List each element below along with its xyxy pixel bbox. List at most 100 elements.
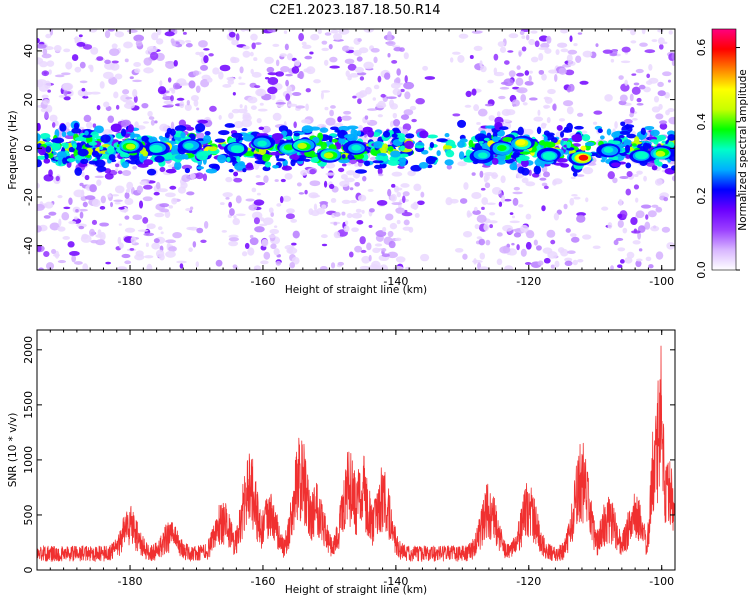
spectrogram-speckle <box>644 221 651 230</box>
spectrogram-speckle <box>123 41 133 49</box>
colorbar-gradient <box>712 29 736 270</box>
spectrogram-speckle <box>233 121 244 129</box>
spectrogram-speckle <box>513 232 522 238</box>
spectrogram-speckle <box>484 103 493 107</box>
spectrogram-speckle <box>663 197 669 202</box>
spectrogram-speckle <box>635 258 643 262</box>
spectrogram-speckle <box>92 198 101 207</box>
spectrogram-speckle <box>200 79 210 88</box>
spectrogram-speckle <box>356 56 363 62</box>
spectrogram-speckle <box>130 236 137 244</box>
spectrogram-speckle <box>108 48 120 57</box>
spectrogram-speckle <box>645 256 652 262</box>
spectrogram-speckle <box>668 30 673 35</box>
spectrogram-band-cell <box>241 128 248 132</box>
spectrogram-speckle <box>633 173 639 177</box>
spectrogram-speckle <box>260 217 265 222</box>
spectrogram-speckle <box>228 237 240 242</box>
spectrogram-speckle <box>546 117 551 124</box>
spectrogram-speckle <box>637 231 642 240</box>
spectrogram-speckle <box>228 201 232 208</box>
spectrogram-speckle <box>337 116 343 123</box>
spectrogram-band-cell <box>492 136 499 142</box>
spectrogram-speckle <box>42 48 48 55</box>
spectrogram-speckle <box>671 175 675 182</box>
spectrogram-speckle <box>95 239 106 246</box>
spectrogram-speckle <box>363 29 374 33</box>
spectrogram-speckle <box>612 177 618 184</box>
spectrogram-speckle <box>286 85 293 93</box>
spectrogram-speckle <box>129 248 135 251</box>
spectrogram-speckle <box>164 31 175 37</box>
spectrogram-speckle <box>198 40 208 48</box>
spectrogram-speckle <box>541 205 546 212</box>
spectrogram-speckle <box>256 118 262 124</box>
spectrogram-speckle <box>511 215 515 219</box>
spectrogram-band-cell <box>99 145 104 151</box>
snr-y-tick-label: 1000 <box>22 446 35 474</box>
spectrogram-speckle <box>324 32 332 36</box>
spectrogram-speckle <box>630 106 635 114</box>
spectrogram-speckle <box>180 181 188 189</box>
spectrogram-band-cell <box>108 154 116 161</box>
spectrogram-speckle <box>497 41 505 48</box>
spectrogram-band-cell <box>262 153 271 162</box>
spectrogram-speckle <box>78 34 83 38</box>
spectrogram-speckle <box>621 46 631 53</box>
spectrogram-speckle <box>235 33 240 41</box>
spectrogram-speckle <box>179 101 185 109</box>
spectrogram-band-cell <box>231 132 243 138</box>
spectrogram-speckle <box>412 201 419 211</box>
spectrogram-speckle <box>146 45 158 53</box>
spectrogram-band-cell <box>61 131 67 138</box>
spectrogram-speckle <box>132 79 142 83</box>
spectrogram-x-tick-label: -160 <box>250 275 275 288</box>
spectrogram-speckle <box>661 226 671 233</box>
spectrogram-band-cell <box>236 156 241 163</box>
spectrogram-band-cell <box>341 154 346 159</box>
spectrogram-hotspot <box>515 139 526 146</box>
spectrogram-speckle <box>567 49 578 55</box>
spectrogram-speckle <box>104 59 111 64</box>
spectrogram-speckle <box>330 198 337 203</box>
spectrogram-speckle <box>655 251 664 260</box>
spectrogram-speckle <box>228 234 239 239</box>
spectrogram-speckle <box>381 253 390 258</box>
spectrogram-speckle <box>387 230 394 238</box>
spectrogram-speckle <box>630 217 638 226</box>
spectrogram-speckle <box>171 89 176 94</box>
spectrogram-speckle <box>63 206 71 210</box>
spectrogram-band-cell <box>237 136 244 141</box>
spectrogram-speckle <box>595 43 599 48</box>
spectrogram-speckle <box>262 217 274 225</box>
spectrogram-speckle <box>554 260 560 268</box>
spectrogram-speckle <box>657 29 664 33</box>
spectrogram-speckle <box>487 79 494 84</box>
spectrogram-speckle <box>566 54 573 63</box>
spectrogram-speckle <box>620 83 630 92</box>
spectrogram-speckle <box>395 77 401 84</box>
spectrogram-speckle <box>37 245 42 252</box>
spectrogram-speckle <box>338 29 350 35</box>
spectrogram-speckle <box>604 94 613 102</box>
spectrogram-speckle <box>291 66 300 74</box>
spectrogram-band-cell <box>414 145 425 149</box>
spectrogram-speckle <box>387 188 392 197</box>
spectrogram-speckle <box>368 254 372 262</box>
spectrogram-speckle <box>560 48 569 53</box>
spectrogram-speckle <box>624 257 633 264</box>
spectrogram-speckle <box>499 86 510 90</box>
spectrogram-speckle <box>543 185 549 190</box>
spectrogram-speckle <box>249 237 259 246</box>
spectrogram-speckle <box>552 179 557 186</box>
spectrogram-speckle <box>222 84 232 88</box>
spectrogram-speckle <box>285 79 289 87</box>
spectrogram-speckle <box>618 198 623 206</box>
spectrogram-speckle <box>389 99 395 108</box>
spectrogram-speckle <box>117 170 123 175</box>
spectrogram-speckle <box>275 260 282 266</box>
spectrogram-speckle <box>124 260 132 265</box>
spectrogram-speckle <box>142 196 153 202</box>
spectrogram-speckle <box>208 53 214 57</box>
spectrogram-band-cell <box>195 123 206 133</box>
